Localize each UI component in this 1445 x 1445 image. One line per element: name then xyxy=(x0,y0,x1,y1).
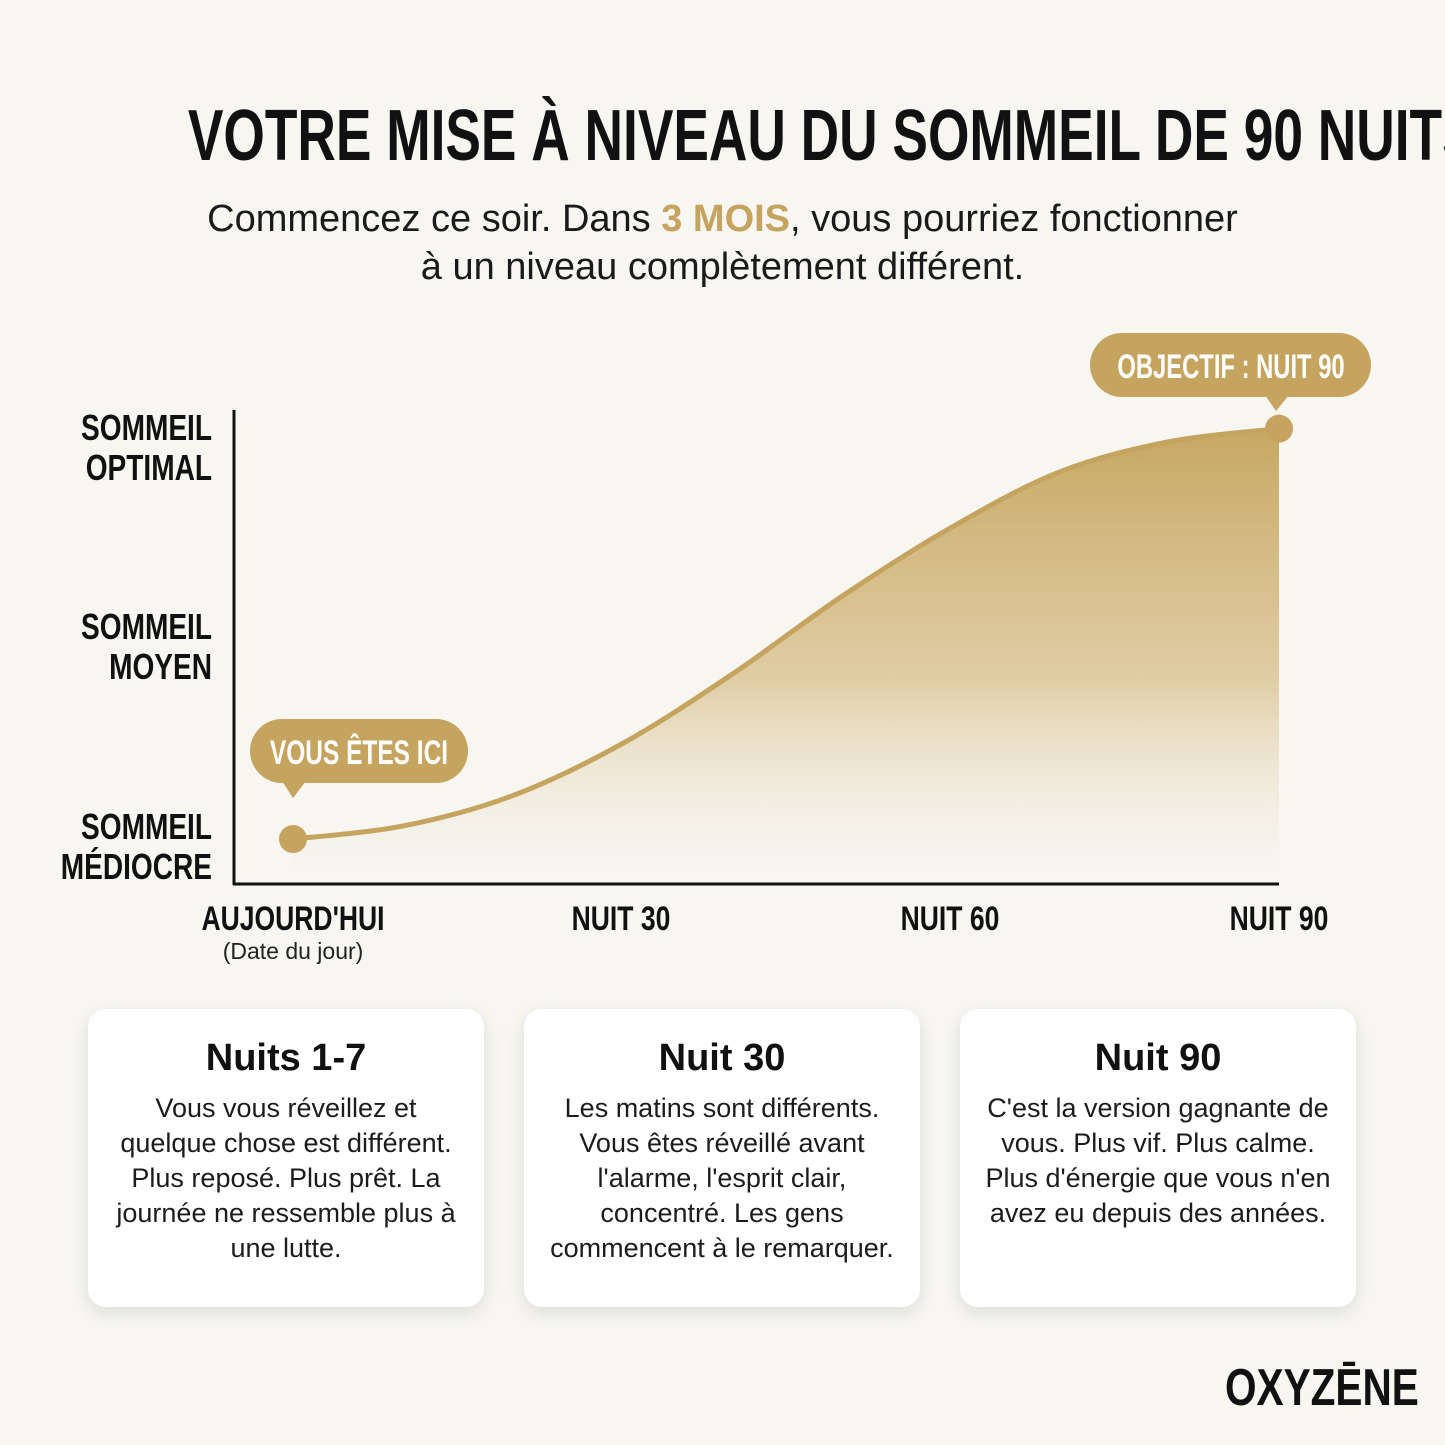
card-text: Vous vous réveillez et quelque chose est… xyxy=(116,1093,456,1263)
card-text: Les matins sont différents. Vous êtes ré… xyxy=(550,1093,894,1263)
start-point xyxy=(279,825,307,854)
page-title: VOTRE MISE À NIVEAU DU SOMMEIL DE 90 NUI… xyxy=(187,96,1445,176)
subtitle-highlight: 3 MOIS xyxy=(661,198,791,240)
y-tick-line: SOMMEIL xyxy=(81,408,212,448)
x-tick-label: NUIT 90 xyxy=(1230,900,1329,938)
y-tick-line: OPTIMAL xyxy=(86,448,212,488)
series-line xyxy=(292,426,1280,842)
card-nights-1-7: Nuits 1-7 Vous vous réveillez et quelque… xyxy=(88,1009,484,1307)
y-tick-label: SOMMEIL OPTIMAL xyxy=(81,408,212,488)
brand-logo: OXYZĒNE xyxy=(1225,1359,1419,1417)
x-tick-label: NUIT 30 xyxy=(572,900,671,938)
card-night-90: Nuit 90 C'est la version gagnante de vou… xyxy=(960,1009,1356,1307)
x-tick-sublabel: (Date du jour) xyxy=(223,938,364,964)
card-title: Nuit 90 xyxy=(1094,1037,1222,1079)
end-point xyxy=(1265,414,1293,443)
card-text: C'est la version gagnante de vous. Plus … xyxy=(985,1093,1331,1228)
subtitle-text-start: Commencez ce soir. Dans xyxy=(207,198,662,240)
y-tick-line: MÉDIOCRE xyxy=(61,847,212,887)
series-area xyxy=(293,428,1279,882)
y-tick-line: SOMMEIL xyxy=(81,607,212,647)
goal-bubble-pointer xyxy=(1265,395,1289,411)
y-tick-label: SOMMEIL MOYEN xyxy=(81,607,212,687)
card-night-30: Nuit 30 Les matins sont différents. Vous… xyxy=(524,1009,920,1307)
x-tick-label: AUJOURD'HUI xyxy=(201,900,384,938)
y-tick-label: SOMMEIL MÉDIOCRE xyxy=(61,807,212,887)
y-tick-line: SOMMEIL xyxy=(81,807,212,847)
start-bubble-label: VOUS ÊTES ICI xyxy=(270,733,448,772)
card-title: Nuits 1-7 xyxy=(205,1037,367,1079)
subtitle: Commencez ce soir. Dans 3 MOIS, vous pou… xyxy=(200,195,1245,291)
goal-bubble xyxy=(1090,333,1371,397)
goal-bubble-label: OBJECTIF : NUIT 90 xyxy=(1117,348,1344,386)
start-bubble-pointer xyxy=(282,781,306,798)
x-tick-label: NUIT 60 xyxy=(901,900,1000,938)
subtitle-text-end: , vous pourriez fonctionner à un niveau … xyxy=(420,198,1238,288)
y-tick-line: MOYEN xyxy=(109,647,212,687)
start-bubble xyxy=(250,719,468,783)
card-title: Nuit 30 xyxy=(658,1037,786,1079)
